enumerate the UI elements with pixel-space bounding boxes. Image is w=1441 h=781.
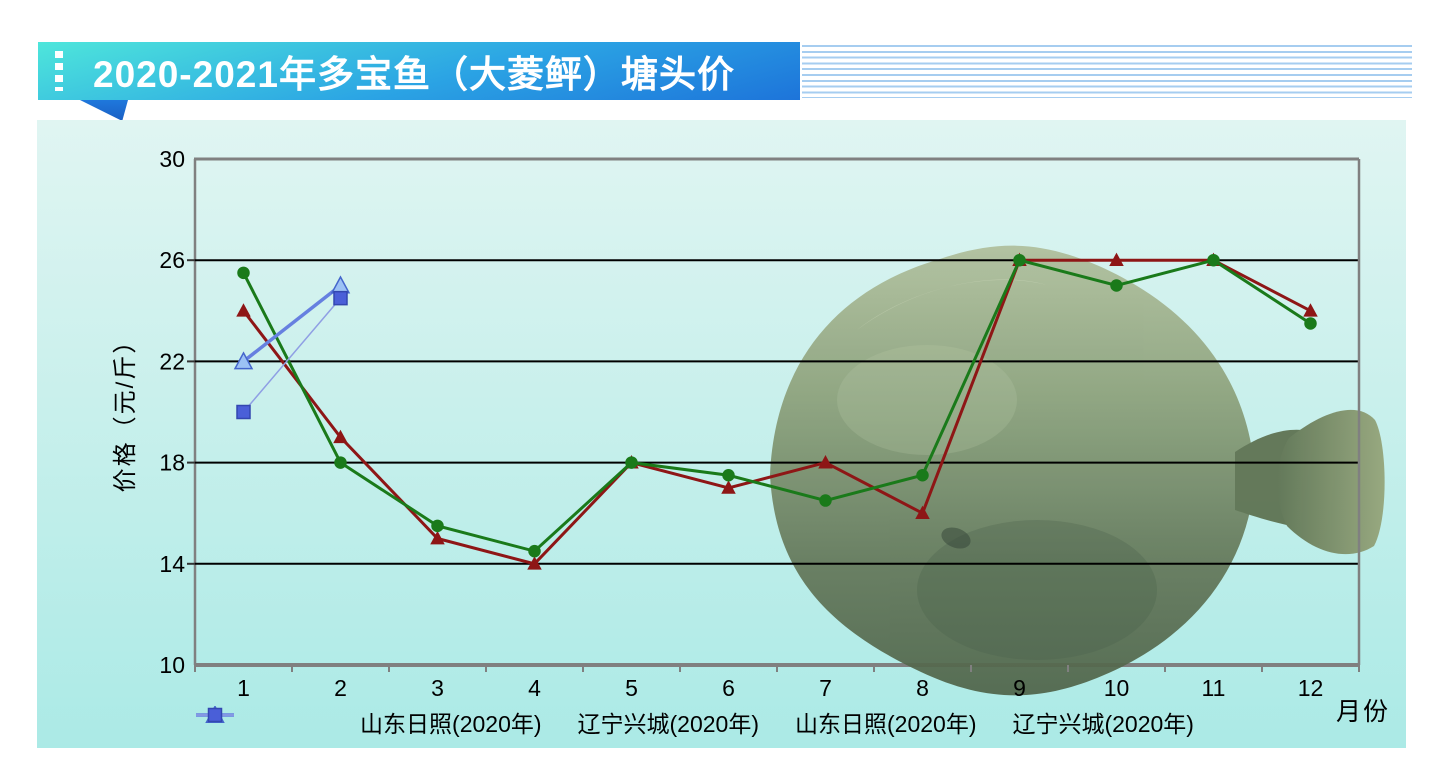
y-axis-tick-label: 14 — [159, 551, 185, 577]
data-point — [528, 544, 541, 558]
pinstripes-decoration — [802, 45, 1412, 98]
dashed-accent-icon — [55, 51, 63, 91]
x-axis-tick-label: 1 — [237, 675, 250, 701]
data-point — [818, 455, 833, 469]
data-point — [1110, 279, 1123, 292]
data-point — [430, 530, 445, 545]
x-axis-tick-label: 10 — [1104, 675, 1130, 701]
data-point — [915, 505, 930, 520]
turbot-fish-shape — [837, 345, 1017, 455]
x-axis-title: 月份 — [1336, 698, 1390, 726]
x-axis-tick-label: 5 — [625, 675, 638, 701]
data-point — [1109, 252, 1124, 267]
x-axis-tick-label: 9 — [1013, 675, 1026, 701]
x-axis-tick-label: 6 — [722, 675, 735, 701]
turbot-fish-shape — [941, 527, 971, 549]
legend-item: 山东日照(2020年) — [196, 705, 542, 739]
legend-label: 山东日照(2020年) — [360, 711, 542, 737]
data-point — [1303, 303, 1318, 317]
chart-panel: 10 14 18 22 26 30 1 2 3 4 5 6 7 8 9 10 11 12 价格（元/斤） 月份 山东日… — [37, 120, 1406, 748]
title-banner: 2020-2021年多宝鱼（大菱鲆）塘头价 — [38, 42, 800, 100]
series-square — [236, 290, 348, 420]
y-axis-title: 价格（元/斤） — [112, 328, 139, 493]
data-point — [207, 707, 223, 723]
legend-label: 辽宁兴城(2020年) — [1012, 711, 1194, 737]
series-line — [242, 297, 342, 413]
data-point — [1207, 253, 1220, 267]
data-point — [333, 429, 348, 444]
data-point — [330, 275, 351, 294]
legend-item: 辽宁兴城(2020年) — [196, 705, 1194, 739]
legend-item: 山东日照(2020年) — [196, 705, 977, 739]
y-axis-tick-label: 10 — [159, 652, 185, 678]
x-axis-tick-label: 4 — [528, 675, 541, 701]
turbot-fish-image — [770, 245, 1385, 696]
data-point — [233, 351, 254, 370]
x-axis-tick-label: 2 — [334, 675, 347, 701]
x-axis-tick-label: 12 — [1298, 675, 1324, 701]
page-title: 2020-2021年多宝鱼（大菱鲆）塘头价 — [93, 54, 735, 95]
y-axis-tick-label: 30 — [159, 146, 185, 172]
legend-label: 辽宁兴城(2020年) — [577, 711, 759, 737]
data-point — [1304, 317, 1317, 330]
data-point — [334, 456, 347, 469]
x-axis-tick-label: 3 — [431, 675, 444, 701]
data-point — [721, 480, 736, 494]
chart-legend: 山东日照(2020年) 辽宁兴城(2020年) 山东日照(2020年) 辽宁兴城(20… — [195, 706, 1359, 738]
data-point — [916, 469, 929, 482]
turbot-fish-shape — [770, 245, 1255, 696]
legend-marker-icon — [196, 707, 234, 723]
data-point — [333, 290, 348, 306]
data-point — [722, 469, 735, 482]
x-axis-tick-label: 7 — [819, 675, 832, 701]
data-point — [431, 519, 444, 533]
data-point — [1013, 253, 1026, 267]
data-point — [237, 266, 250, 280]
data-point — [819, 494, 832, 507]
banner-tail-icon — [80, 100, 128, 121]
x-axis-tick-label: 11 — [1202, 675, 1226, 701]
series-line — [242, 258, 1312, 566]
data-point — [236, 303, 251, 317]
y-axis-tick-label: 26 — [159, 247, 185, 273]
series-triangle — [233, 275, 351, 370]
x-axis-tick-label: 8 — [916, 675, 929, 701]
y-axis-tick-label: 22 — [159, 348, 185, 374]
data-point — [236, 404, 251, 420]
legend-item: 辽宁兴城(2020年) — [196, 705, 759, 739]
series-circle — [237, 253, 1317, 558]
y-axis-tick-label: 18 — [159, 450, 185, 476]
series-line — [242, 284, 342, 363]
data-point — [625, 456, 638, 469]
legend-label: 山东日照(2020年) — [795, 711, 977, 737]
data-point — [527, 556, 542, 570]
turbot-fish-shape — [917, 520, 1157, 660]
series-line — [242, 258, 1312, 553]
